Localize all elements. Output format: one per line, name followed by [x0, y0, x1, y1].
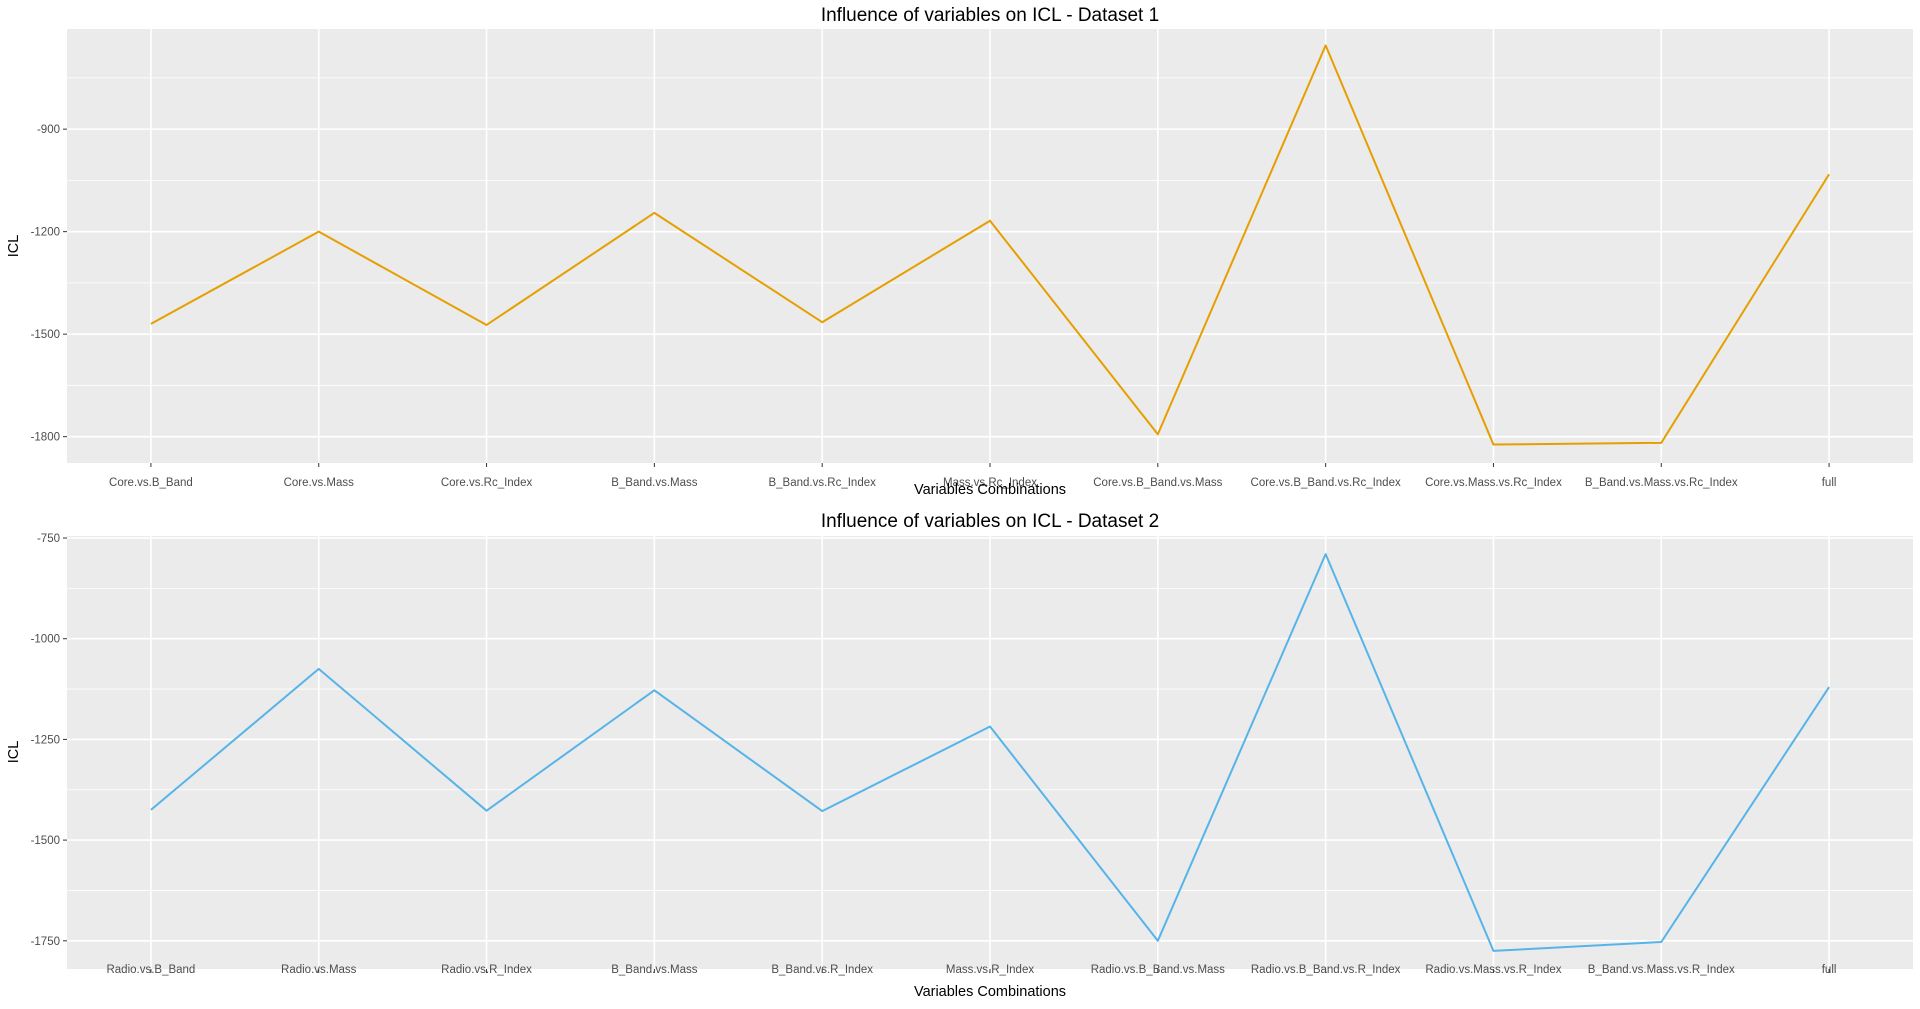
- x-tick-label: Core.vs.Mass: [284, 477, 355, 489]
- x-tick-label: B_Band.vs.Mass: [611, 964, 698, 976]
- y-tick-label: -1500: [31, 329, 60, 341]
- x-tick-label: Core.vs.B_Band.vs.Mass: [1093, 477, 1222, 489]
- x-tick-label: Core.vs.B_Band.vs.Rc_Index: [1251, 477, 1401, 489]
- y-tick-label: -900: [37, 124, 60, 136]
- x-tick-label: B_Band.vs.Mass: [611, 477, 698, 489]
- x-axis-title: Variables Combinations: [914, 984, 1066, 1000]
- y-axis-title: ICL: [6, 741, 22, 764]
- x-tick-label: Radio.vs.B_Band.vs.Mass: [1091, 964, 1225, 976]
- x-tick-label: Radio.vs.Mass: [281, 964, 357, 976]
- x-tick-label: Radio.vs.B_Band.vs.R_Index: [1251, 964, 1401, 976]
- x-tick-label: B_Band.vs.Rc_Index: [768, 477, 876, 489]
- y-axis-title: ICL: [6, 235, 22, 258]
- x-tick-label: Radio.vs.B_Band: [106, 964, 195, 976]
- x-tick-label: full: [1822, 477, 1837, 489]
- chart-panel-dataset-2: -1750 -1500 -1250 -1000 -750 Radio.vs.B_Band R…: [6, 511, 1913, 1000]
- x-tick-label: B_Band.vs.Mass.vs.R_Index: [1588, 964, 1735, 976]
- x-tick-label: B_Band.vs.Mass.vs.Rc_Index: [1585, 477, 1738, 489]
- x-axis-title: Variables Combinations: [914, 482, 1066, 498]
- y-tick-label: -1000: [31, 634, 60, 646]
- x-tick-label: Core.vs.Mass.vs.Rc_Index: [1425, 477, 1562, 489]
- y-tick-label: -750: [37, 533, 60, 545]
- chart-panel-dataset-1: -1800 -1500 -1200 -900 Core.vs.B_Band Core.vs…: [6, 5, 1913, 498]
- x-tick-label: Core.vs.Rc_Index: [441, 477, 533, 489]
- y-tick-label: -1200: [31, 227, 60, 239]
- x-tick-label: full: [1822, 964, 1837, 976]
- y-tick-label: -1800: [31, 432, 60, 444]
- x-tick-label: Mass.vs.R_Index: [946, 964, 1034, 976]
- x-tick-label: Radio.vs.R_Index: [441, 964, 532, 976]
- y-tick-label: -1250: [31, 734, 60, 746]
- x-tick-label: Core.vs.B_Band: [109, 477, 193, 489]
- x-tick-label: B_Band.vs.R_Index: [771, 964, 873, 976]
- x-tick-label: Mass.vs.Rc_Index: [943, 477, 1037, 489]
- y-tick-label: -1500: [31, 835, 60, 847]
- y-tick-label: -1750: [31, 936, 60, 948]
- chart-title: Influence of variables on ICL - Dataset …: [821, 511, 1159, 532]
- x-tick-label: Radio.vs.Mass.vs.R_Index: [1425, 964, 1561, 976]
- chart-title: Influence of variables on ICL - Dataset …: [821, 5, 1159, 26]
